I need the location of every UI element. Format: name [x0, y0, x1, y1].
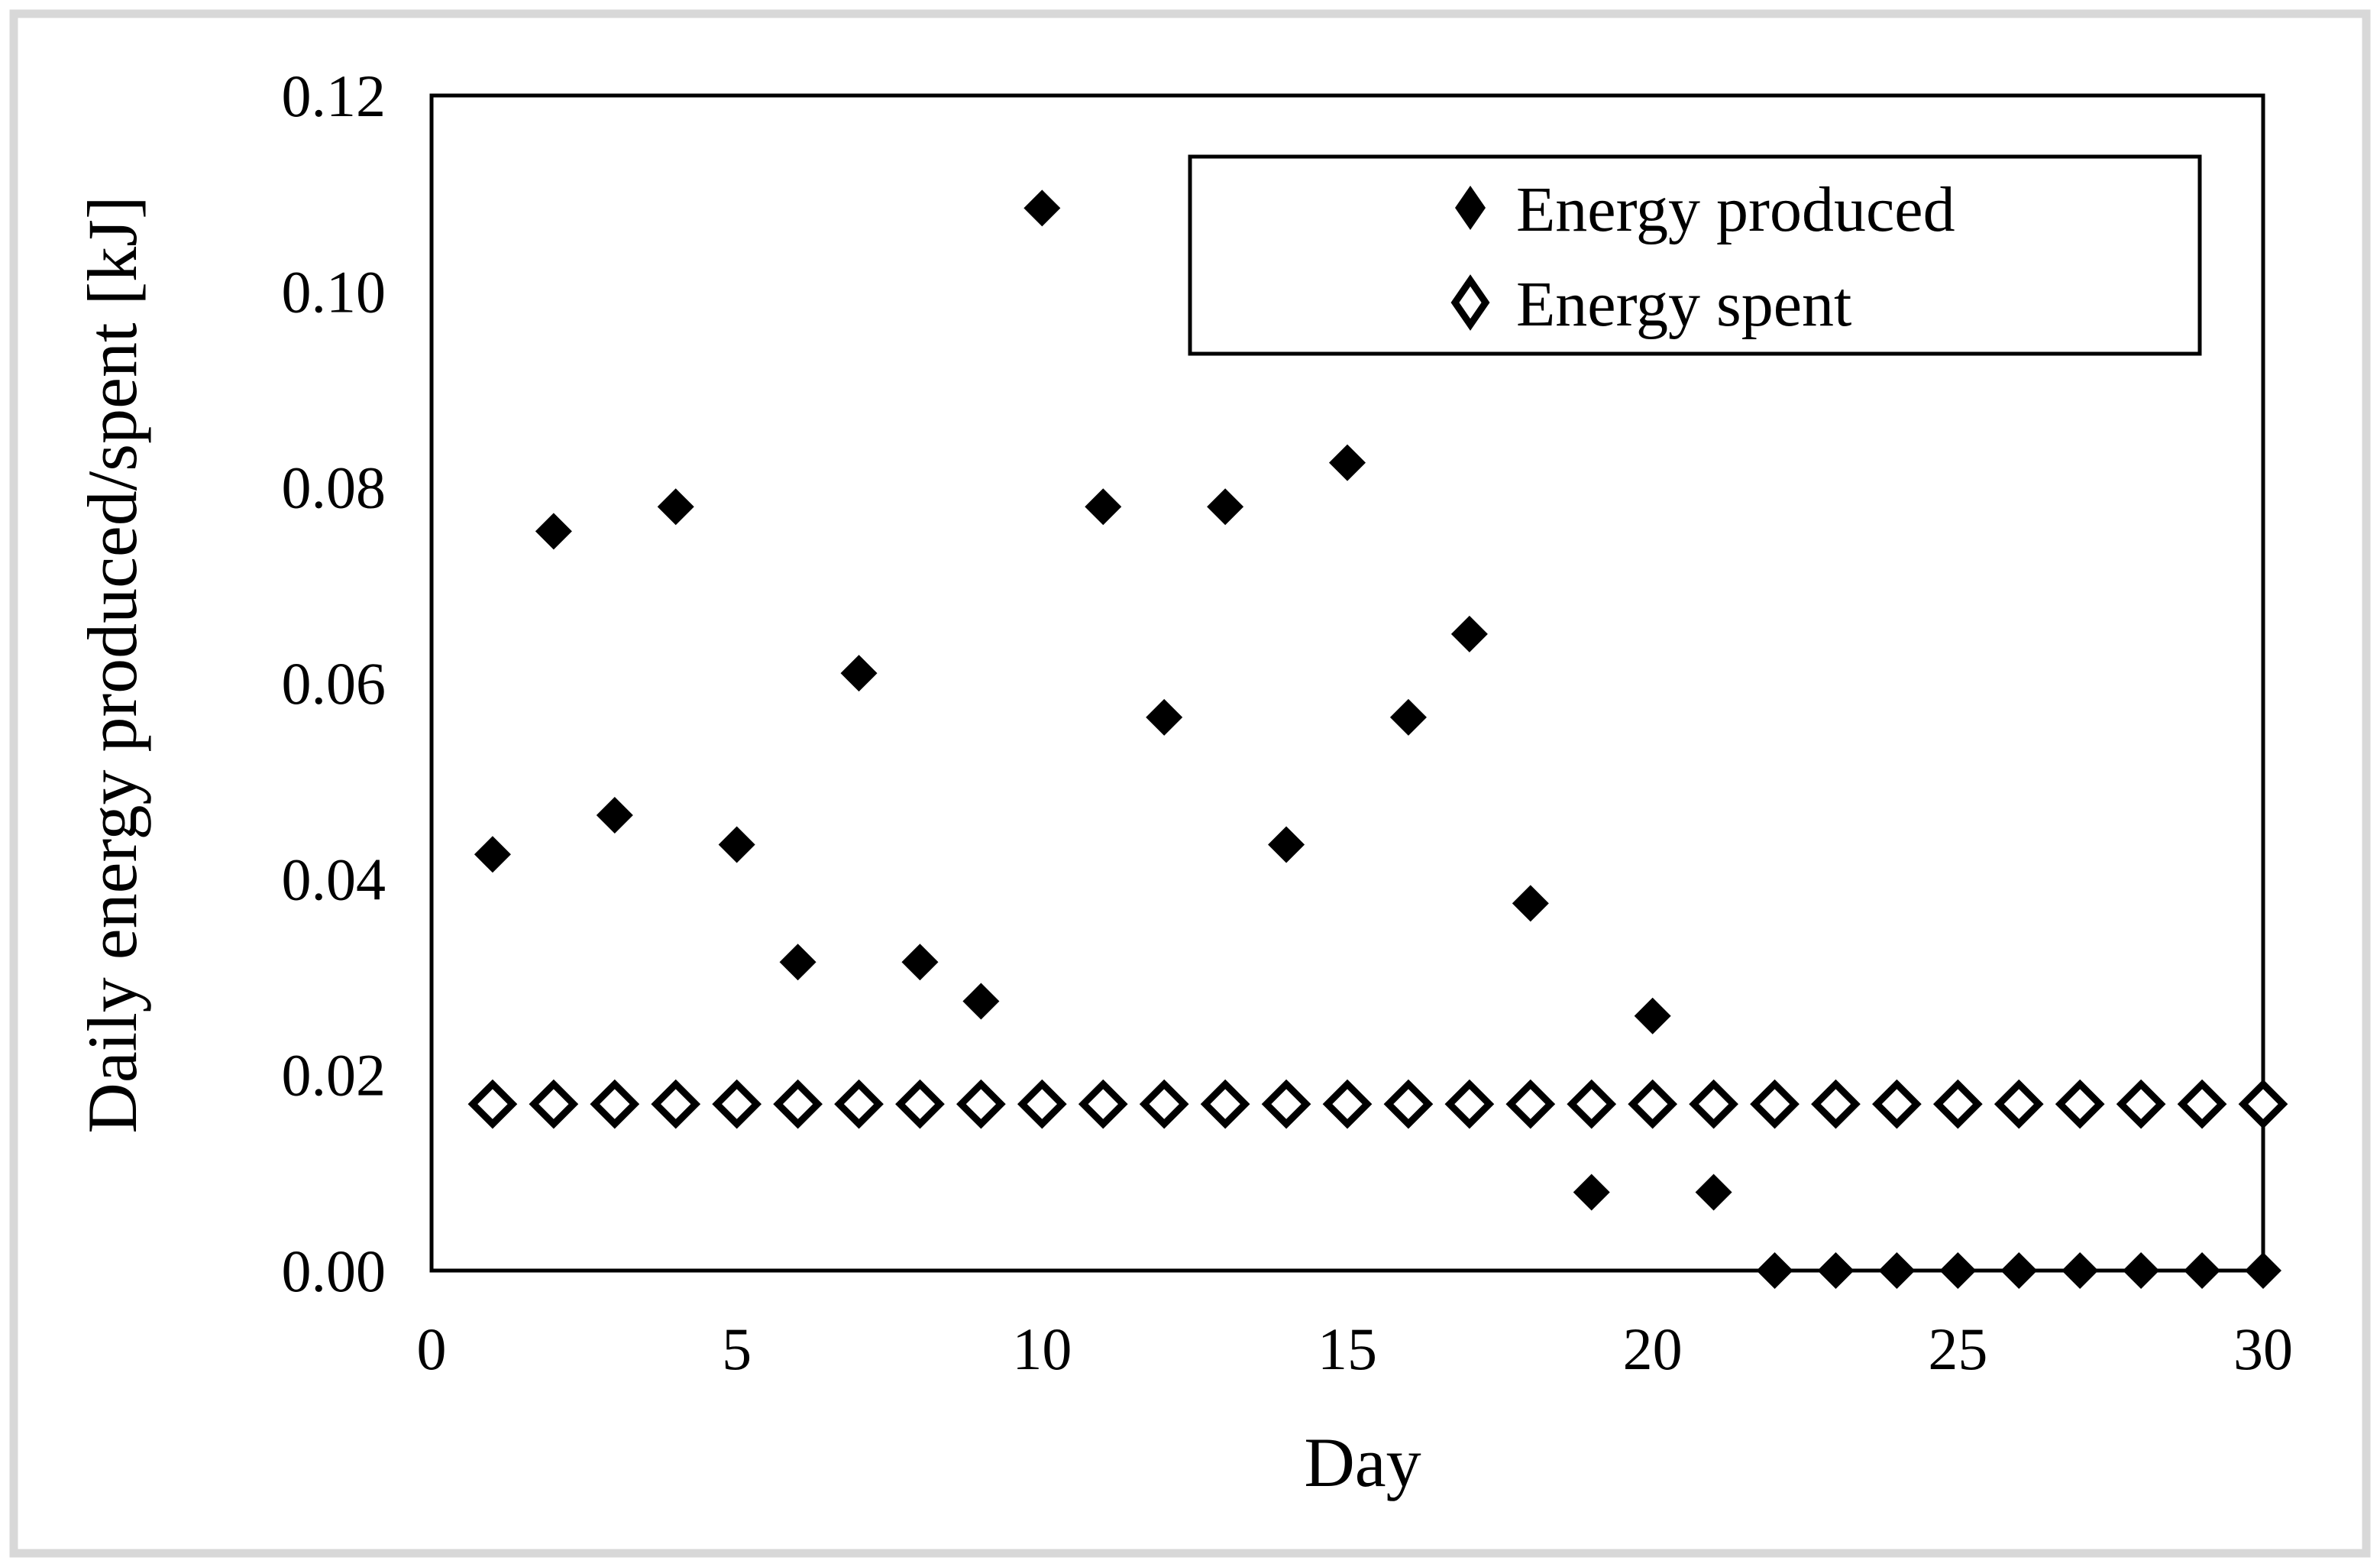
data-point-produced [1146, 698, 1183, 736]
data-point-spent [467, 1079, 518, 1129]
legend-box [1188, 154, 2202, 356]
data-point-produced [474, 836, 511, 873]
data-point-spent [1078, 1079, 1128, 1129]
open-diamond-icon [1450, 274, 1490, 331]
data-point-produced [1268, 826, 1305, 863]
data-point-produced [1939, 1252, 1977, 1289]
data-point-spent [529, 1079, 579, 1129]
y-tick-label: 0.06 [282, 650, 386, 717]
y-tick-label: 0.12 [282, 63, 386, 129]
y-tick-label: 0.02 [282, 1042, 386, 1109]
y-tick-label: 0.10 [282, 258, 386, 325]
data-point-spent [2055, 1079, 2105, 1129]
data-point-produced [1023, 189, 1061, 227]
data-point-produced [2245, 1252, 2281, 1289]
data-point-produced [2061, 1252, 2099, 1289]
data-point-spent [2238, 1079, 2288, 1129]
data-point-produced [1329, 444, 1366, 481]
data-point-produced [596, 797, 633, 834]
data-point-spent [956, 1079, 1006, 1129]
x-tick-label: 15 [1318, 1316, 1377, 1382]
data-point-produced [1573, 1174, 1610, 1211]
y-tick-label: 0.00 [282, 1238, 386, 1304]
data-point-produced [718, 826, 755, 863]
y-tick-label: 0.08 [282, 455, 386, 521]
data-point-spent [1383, 1079, 1434, 1129]
data-point-produced [901, 944, 939, 981]
data-point-produced [1878, 1252, 1916, 1289]
data-point-produced [2184, 1252, 2221, 1289]
data-point-spent [834, 1079, 884, 1129]
data-point-spent [895, 1079, 945, 1129]
data-point-spent [1689, 1079, 1738, 1129]
data-point-spent [1200, 1079, 1250, 1129]
data-point-spent [1994, 1079, 2044, 1129]
data-point-spent [1322, 1079, 1373, 1129]
data-point-spent [1628, 1079, 1678, 1129]
figure-frame [9, 9, 2371, 1558]
data-point-spent [1444, 1079, 1495, 1129]
data-point-produced [779, 944, 817, 981]
x-tick-label: 20 [1623, 1316, 1683, 1382]
data-point-produced [535, 513, 572, 550]
y-axis-title: Daily energy produced/spent [kJ] [73, 196, 151, 1133]
x-tick-label: 10 [1012, 1316, 1072, 1382]
legend-label: Energy spent [1516, 269, 1851, 340]
data-point-spent [2116, 1079, 2166, 1129]
data-point-spent [712, 1079, 762, 1129]
data-point-spent [773, 1079, 823, 1129]
legend-label: Energy produced [1516, 174, 1955, 245]
plot-area-border [429, 93, 2265, 1273]
data-point-spent [1505, 1079, 1556, 1129]
x-tick-label: 30 [2233, 1316, 2293, 1382]
data-point-produced [1695, 1174, 1732, 1211]
data-point-spent [1750, 1079, 1800, 1129]
data-point-produced [1634, 997, 1671, 1034]
data-point-produced [1207, 488, 1244, 526]
data-point-produced [962, 983, 1000, 1020]
data-point-spent [1872, 1079, 1922, 1129]
x-tick-label: 0 [417, 1316, 447, 1382]
data-point-spent [1139, 1079, 1189, 1129]
data-point-spent [1567, 1079, 1617, 1129]
data-point-produced [2000, 1252, 2038, 1289]
filled-diamond-icon [1455, 186, 1486, 230]
data-point-spent [651, 1079, 701, 1129]
data-point-spent [590, 1079, 640, 1129]
data-point-spent [1017, 1079, 1067, 1129]
data-point-produced [1756, 1252, 1793, 1289]
data-point-produced [2123, 1252, 2160, 1289]
data-point-spent [1811, 1079, 1861, 1129]
data-point-spent [1261, 1079, 1311, 1129]
data-point-spent [2177, 1079, 2227, 1129]
data-point-produced [1512, 885, 1549, 922]
x-tick-label: 25 [1928, 1316, 1987, 1382]
data-point-produced [1085, 488, 1122, 526]
data-point-produced [1817, 1252, 1855, 1289]
data-point-spent [1932, 1079, 1983, 1129]
data-point-produced [840, 655, 878, 692]
data-point-produced [657, 488, 694, 526]
y-tick-label: 0.04 [282, 846, 386, 912]
data-point-produced [1450, 615, 1488, 652]
x-tick-label: 5 [722, 1316, 752, 1382]
data-point-produced [1389, 698, 1427, 736]
x-axis-title: Day [1304, 1423, 1421, 1501]
